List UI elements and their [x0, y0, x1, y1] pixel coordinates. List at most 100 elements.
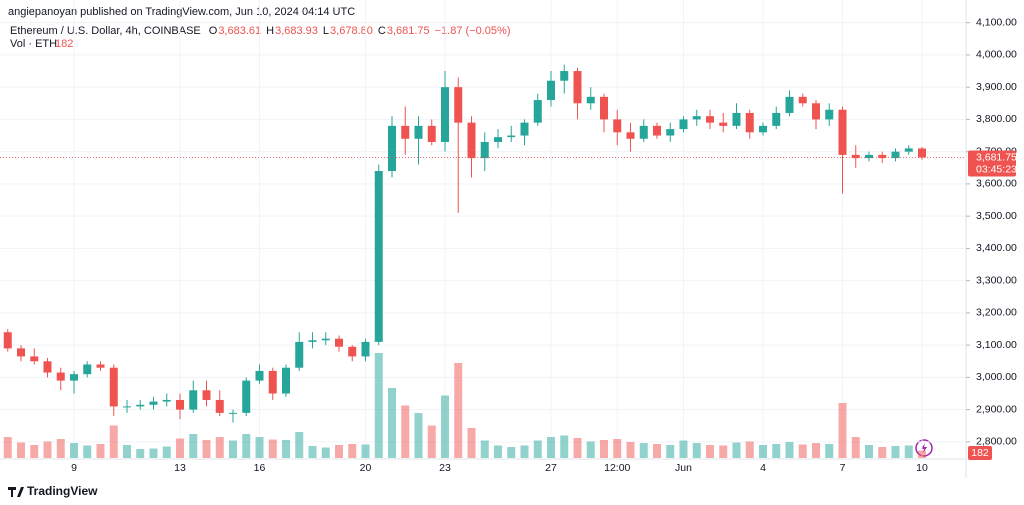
candle-body — [30, 356, 39, 362]
candle-body — [480, 141, 489, 159]
candle-body — [904, 148, 913, 152]
candle-body — [679, 119, 688, 130]
volume-bar — [812, 443, 820, 458]
candle-body — [613, 119, 622, 133]
candle-body — [149, 401, 158, 405]
x-tick-label: Jun — [675, 462, 692, 474]
volume-bar — [706, 445, 714, 458]
y-tick-label: 4,100.00 — [976, 16, 1017, 28]
candle-body — [427, 125, 436, 142]
candle-body — [335, 338, 343, 347]
volume-bar — [308, 446, 317, 458]
ohlc-key: O — [209, 25, 218, 37]
countdown: 03:45:23 — [976, 163, 1017, 175]
volume-label: 182 — [971, 447, 989, 459]
volume-bar — [560, 435, 569, 458]
candle-body — [176, 399, 184, 410]
candle-body — [83, 364, 92, 375]
candle-body — [136, 404, 145, 407]
candle-body — [123, 406, 131, 408]
last-price-box — [968, 150, 1016, 177]
volume-bar — [613, 439, 622, 458]
y-tick-label: 2,900.00 — [976, 403, 1017, 415]
volume-bar — [851, 437, 860, 458]
candle-body — [189, 390, 198, 410]
volume-bar — [666, 445, 675, 458]
volume-bar — [772, 444, 781, 458]
volume-bar — [600, 440, 608, 458]
volume-bar — [215, 437, 224, 458]
candle-body — [706, 116, 714, 123]
volume-value: 182 — [55, 38, 73, 50]
candle-body — [732, 112, 741, 126]
y-tick-label: 3,800.00 — [976, 113, 1017, 125]
candle-body — [573, 71, 582, 104]
candle-body — [321, 338, 330, 341]
alert-bolt — [921, 443, 927, 453]
volume-bar — [361, 444, 370, 458]
candle-body — [282, 367, 290, 394]
x-tick-label: 7 — [840, 462, 846, 474]
candle-body — [666, 129, 675, 136]
volume-bar — [414, 413, 423, 458]
volume-bar — [759, 445, 767, 458]
x-tick-label: 10 — [916, 462, 928, 474]
volume-bar — [388, 388, 396, 458]
y-tick-label: 3,100.00 — [976, 339, 1017, 351]
candle-body — [772, 112, 781, 126]
volume-bar — [321, 447, 330, 458]
y-tick-label: 2,800.00 — [976, 436, 1017, 448]
x-tick-label: 27 — [545, 462, 557, 474]
volume-bar — [480, 440, 489, 458]
candle-body — [215, 399, 224, 413]
x-tick-label: 9 — [71, 462, 77, 474]
candle-body — [109, 367, 118, 407]
volume-bar — [109, 425, 118, 458]
logo-group: TradingView — [8, 484, 98, 498]
candle-body — [547, 80, 555, 101]
candle-body — [719, 122, 728, 126]
volume-bar — [825, 444, 834, 458]
x-tick-label: 4 — [760, 462, 766, 474]
y-tick-label: 3,900.00 — [976, 81, 1017, 93]
volume-bar — [202, 440, 211, 458]
volume-bar — [653, 444, 661, 458]
candle-body — [401, 125, 410, 139]
candle-body — [361, 341, 370, 357]
candle-body — [851, 154, 860, 159]
candle-body — [494, 137, 502, 142]
logo-icon — [8, 487, 24, 497]
volume-bar — [454, 363, 463, 458]
volume-bar — [573, 438, 582, 458]
volume-bar — [17, 442, 25, 458]
candle-body — [812, 103, 820, 120]
candle-body — [388, 125, 396, 172]
volume-bar — [56, 439, 65, 458]
candle-body — [414, 125, 423, 139]
volume-bar — [679, 440, 688, 458]
volume-bar — [189, 434, 198, 458]
ohlc-key: H — [266, 25, 274, 37]
x-tick-label: 13 — [174, 462, 186, 474]
volume-label-box — [968, 446, 992, 460]
ohlc-value: 3,678.80 — [330, 25, 373, 37]
x-tick-label: 16 — [254, 462, 266, 474]
volume-bar — [891, 446, 900, 458]
volume-bar — [268, 439, 277, 458]
candle-body — [229, 412, 237, 414]
candle-body — [308, 340, 317, 342]
candle-body — [560, 71, 569, 81]
volume-bar — [878, 447, 887, 458]
candle-body — [626, 132, 635, 139]
candle-body — [70, 374, 78, 381]
volume-bar — [70, 443, 78, 458]
volume-bar — [507, 447, 516, 458]
volume-bar — [374, 353, 383, 458]
candle-body — [17, 348, 25, 357]
x-tick-label: 23 — [439, 462, 451, 474]
volume-bar — [176, 438, 184, 458]
candle-body — [295, 341, 304, 368]
volume-bar — [401, 405, 410, 458]
candle-body — [653, 125, 661, 136]
